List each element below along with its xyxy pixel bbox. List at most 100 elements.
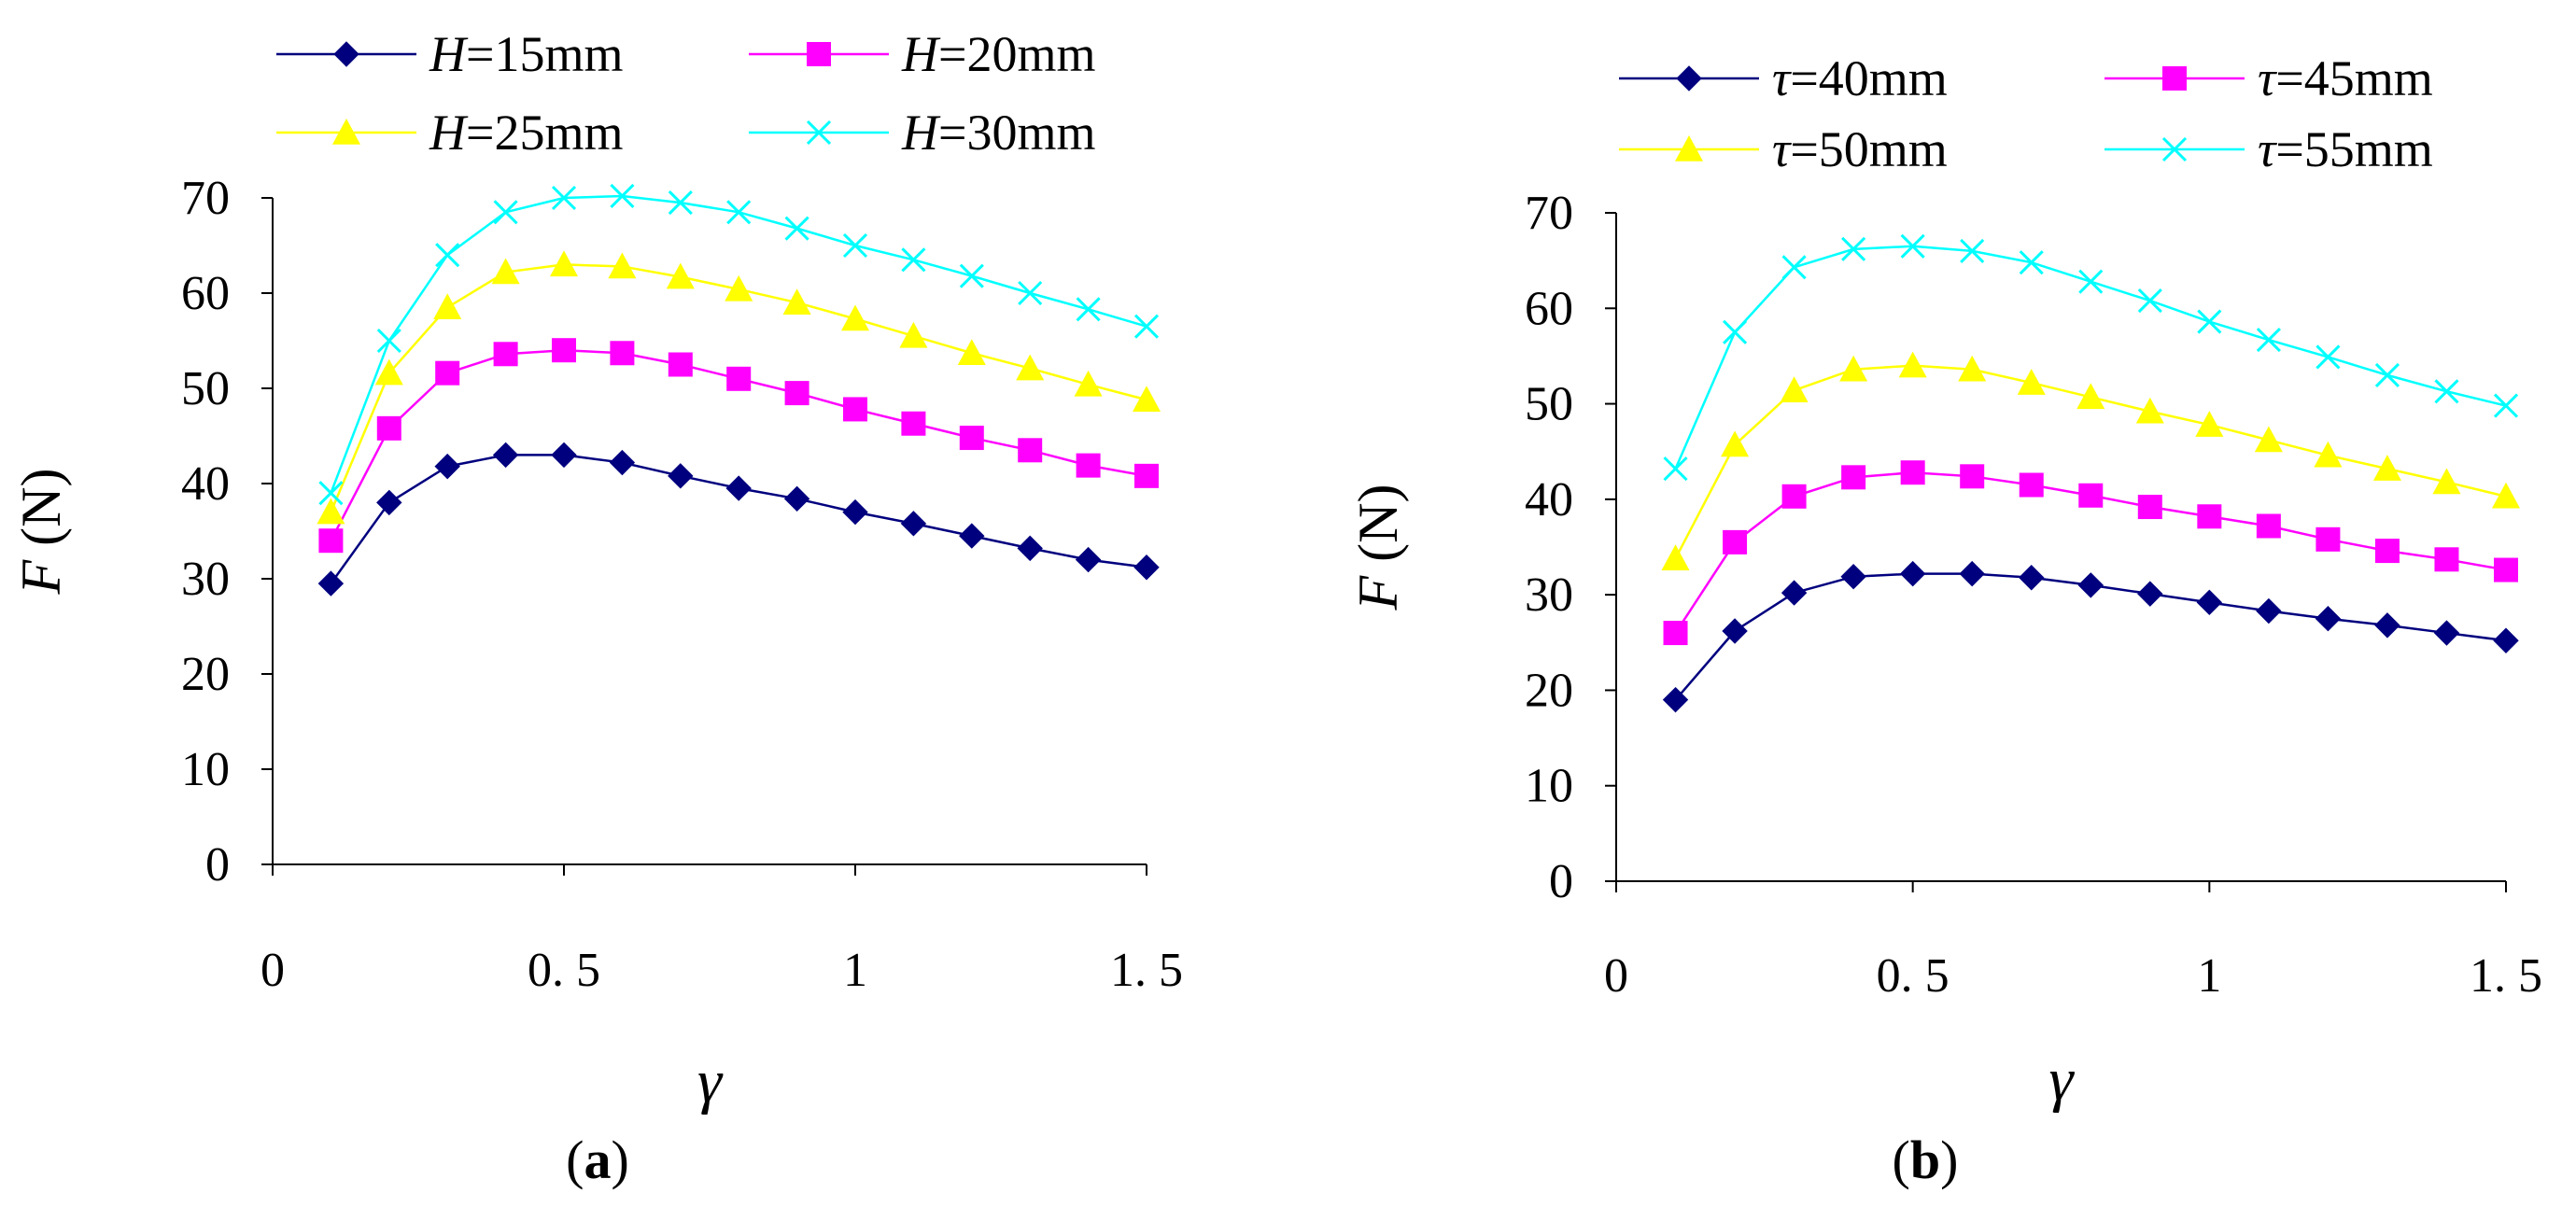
legend-label: τ=50mm xyxy=(1772,121,1948,177)
data-point xyxy=(552,338,576,363)
data-point xyxy=(1133,314,1160,339)
series-2 xyxy=(317,250,1161,525)
data-point-stroke xyxy=(1723,319,1748,344)
series-0 xyxy=(317,442,1160,596)
data-point xyxy=(2078,269,2104,294)
data-point xyxy=(1075,546,1102,573)
data-point xyxy=(2374,612,2400,639)
series-3 xyxy=(1663,233,2519,482)
legend-item: H=30mm xyxy=(749,105,1095,161)
caption-paren: ) xyxy=(612,1130,629,1190)
data-point-stroke xyxy=(2256,327,2281,353)
data-point xyxy=(959,523,985,549)
data-point xyxy=(2493,393,2519,418)
data-point-stroke xyxy=(1663,456,1688,482)
data-point xyxy=(376,415,401,441)
data-point xyxy=(1958,355,1987,382)
y-axis-label-variable: F xyxy=(10,558,72,595)
data-point xyxy=(900,511,927,537)
data-point-stroke xyxy=(959,263,984,288)
legend-label-value: =25mm xyxy=(466,105,623,161)
data-point xyxy=(2196,589,2223,616)
data-point-stroke xyxy=(726,200,752,225)
data-point xyxy=(1018,438,1043,463)
data-point xyxy=(493,342,518,367)
data-point xyxy=(1076,453,1101,478)
data-point xyxy=(2254,426,2283,453)
data-point xyxy=(668,463,694,489)
data-point xyxy=(1017,535,1043,562)
data-point-stroke xyxy=(2137,288,2162,314)
data-point xyxy=(1900,460,1925,485)
data-point-stroke xyxy=(2493,393,2519,418)
y-tick-label: 20 xyxy=(1525,664,1573,717)
data-point xyxy=(784,381,809,406)
data-point xyxy=(1662,686,1689,713)
x-tick-label: 1 xyxy=(843,944,867,997)
data-point-stroke xyxy=(551,185,577,211)
legend-label: τ=45mm xyxy=(2258,50,2433,106)
data-point-stroke xyxy=(1960,238,1985,263)
data-point xyxy=(842,232,868,259)
data-point-stroke xyxy=(2078,269,2104,294)
data-point-stroke xyxy=(1133,314,1160,339)
data-point xyxy=(726,200,752,225)
legend-marker xyxy=(806,119,832,146)
y-tick-label: 60 xyxy=(1525,282,1573,335)
legend-label-variable: τ xyxy=(1772,50,1792,106)
data-point xyxy=(610,183,635,209)
data-point xyxy=(901,411,926,436)
data-point xyxy=(2195,411,2224,437)
data-point-stroke xyxy=(435,243,460,268)
data-point-stroke xyxy=(2374,362,2400,387)
legend-label-value: =20mm xyxy=(938,26,1095,82)
legend-label-value: =15mm xyxy=(466,26,623,82)
x-axis-label: γ xyxy=(2048,1046,2075,1114)
data-point-stroke xyxy=(318,481,344,506)
data-point xyxy=(1663,456,1688,482)
caption-paren: ( xyxy=(566,1130,584,1190)
legend-item: τ=40mm xyxy=(1619,50,1948,106)
data-point xyxy=(668,352,693,377)
data-point xyxy=(435,360,460,386)
data-point xyxy=(2374,539,2400,564)
legend-marker-stroke xyxy=(2161,136,2188,162)
series-line xyxy=(330,454,1147,584)
data-point xyxy=(376,489,402,516)
data-point xyxy=(493,200,518,225)
data-point xyxy=(1899,560,1926,587)
y-axis-label: F (N) xyxy=(10,469,72,596)
data-point xyxy=(1781,255,1807,280)
data-point xyxy=(2076,383,2105,410)
y-tick-label: 60 xyxy=(181,267,230,320)
data-point xyxy=(666,262,695,289)
data-point xyxy=(1016,354,1045,381)
legend-label-variable: H xyxy=(429,105,469,161)
data-point xyxy=(1133,554,1160,581)
legend-label: H=15mm xyxy=(429,26,623,82)
data-point xyxy=(959,263,984,288)
data-point xyxy=(376,328,401,354)
legend-label: H=30mm xyxy=(901,105,1095,161)
data-point xyxy=(433,293,462,320)
legend-label-value: =30mm xyxy=(938,105,1095,161)
data-point xyxy=(784,216,809,241)
caption-letter: b xyxy=(1910,1130,1940,1190)
x-axis-label: γ xyxy=(697,1047,724,1116)
x-tick-label: 1. 5 xyxy=(2470,949,2542,1003)
data-point xyxy=(899,321,928,348)
legend-item: H=25mm xyxy=(276,105,623,161)
data-point xyxy=(1134,463,1159,488)
data-point-stroke xyxy=(784,216,809,241)
data-point xyxy=(841,304,869,331)
data-point xyxy=(1841,465,1866,490)
data-point xyxy=(551,442,577,469)
legend-marker-stroke xyxy=(806,119,832,146)
data-point xyxy=(1721,430,1750,457)
data-point-stroke xyxy=(2434,379,2459,404)
legend-label: H=20mm xyxy=(901,26,1095,82)
data-point xyxy=(2433,620,2460,646)
series-0 xyxy=(1662,560,2519,713)
